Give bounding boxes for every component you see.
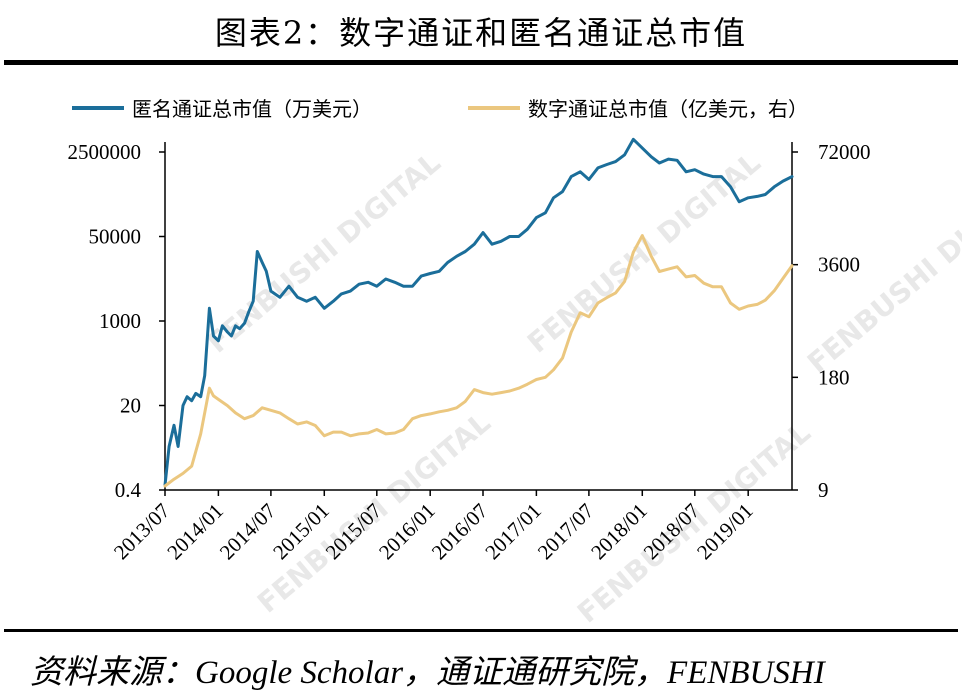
axes: 0.4 20 1000 50000 2500000 9 180 3600 72000 2013/0…	[68, 140, 871, 564]
legend: 匿名通证总市值（万美元） 数字通证总市值（亿美元，右）	[72, 97, 808, 121]
source-rule	[4, 629, 958, 632]
right-tick-label: 72000	[818, 140, 871, 164]
series-line-digital	[163, 234, 794, 488]
left-tick-label: 2500000	[68, 140, 142, 164]
chart-title: 图表2：数字通证和匿名通证总市值	[214, 14, 748, 52]
x-tick-label: 2016/07	[427, 499, 493, 565]
series-layer	[163, 137, 794, 488]
source-note: 资料来源：Google Scholar，通证通研究院，FENBUSHI	[30, 655, 825, 691]
x-tick-label: 2014/01	[162, 499, 228, 565]
x-tick-label: 2017/07	[533, 499, 599, 565]
legend-label: 匿名通证总市值（万美元）	[132, 97, 372, 121]
right-tick-label: 3600	[818, 253, 860, 277]
watermark-text: FENBUSHI DIGITAL	[521, 146, 767, 360]
x-tick-label: 2017/01	[480, 499, 546, 565]
left-tick-label: 1000	[99, 309, 141, 333]
left-tick-label: 20	[120, 394, 141, 418]
left-tick-label: 50000	[89, 225, 142, 249]
chart-area: FENBUSHI DIGITAL FENBUSHI DIGITAL FENBUSHI…	[68, 97, 962, 630]
x-tick-label: 2013/07	[109, 499, 175, 565]
series-line-anonymous	[163, 137, 794, 487]
title-rule	[4, 60, 958, 65]
right-tick-label: 9	[818, 478, 829, 502]
legend-label: 数字通证总市值（亿美元，右）	[528, 97, 808, 121]
left-tick-label: 0.4	[115, 478, 142, 502]
right-tick-label: 180	[818, 365, 850, 389]
x-tick-label: 2014/07	[215, 499, 281, 565]
